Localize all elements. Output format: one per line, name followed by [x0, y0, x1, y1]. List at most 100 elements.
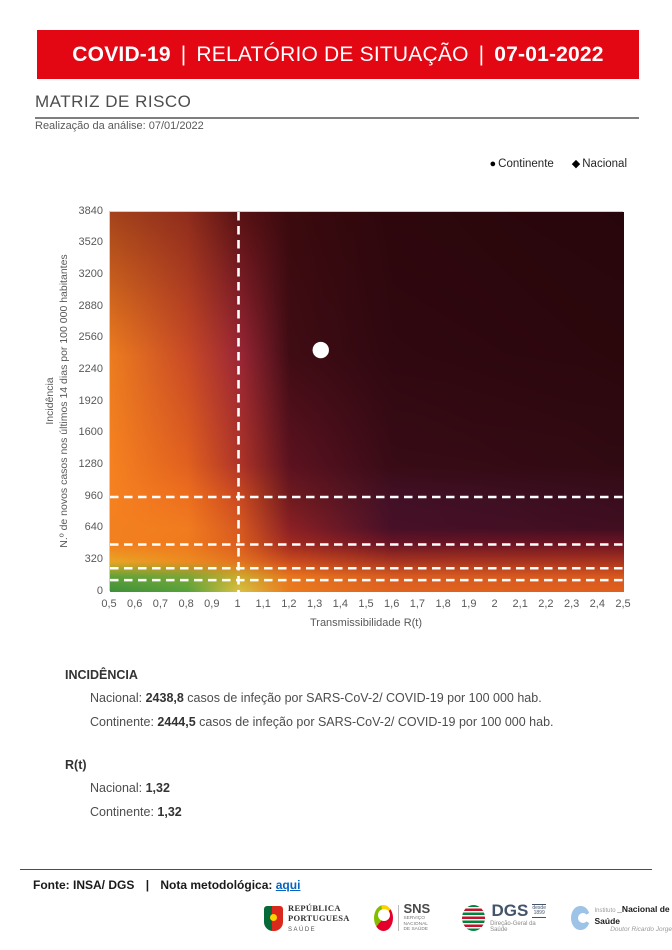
- y-tick-label: 1920: [78, 394, 103, 407]
- y-tick-label: 320: [84, 552, 103, 565]
- dgs-sub: Direção-Geral da Saúde: [490, 921, 536, 933]
- y-tick-label: 3520: [78, 236, 103, 249]
- footer-source: Fonte: INSA/ DGS: [33, 878, 135, 892]
- sns-disc-icon: [373, 905, 393, 931]
- sns-text: SNS SERVIÇO NACIONAL DE SAÚDE: [403, 901, 438, 933]
- x-tick-label: 2,3: [563, 598, 580, 610]
- diamond-marker-icon: ◆: [571, 158, 581, 170]
- footer: Fonte: INSA/ DGS | Nota metodológica: aq…: [33, 878, 300, 892]
- banner-report-name: RELATÓRIO DE SITUAÇÃO: [196, 42, 469, 66]
- dgs-since: desde 1899: [532, 904, 546, 918]
- incidence-nacional-prefix: Nacional:: [90, 691, 146, 705]
- x-tick-label: 2: [491, 598, 498, 610]
- footer-divider: [20, 869, 652, 870]
- logo-dgs: DGS desde 1899 Direção-Geral da Saúde: [462, 901, 547, 933]
- insa-swirl-icon: [571, 906, 590, 930]
- x-tick-label: 2,1: [512, 598, 528, 610]
- y-tick-label: 640: [84, 521, 103, 534]
- incidence-nacional-value: 2438,8: [145, 691, 184, 705]
- dgs-text: DGS desde 1899 Direção-Geral da Saúde: [490, 901, 547, 933]
- rt-nacional-prefix: Nacional:: [90, 781, 146, 795]
- legend-label-continente: Continente: [498, 157, 554, 170]
- republica-portuguesa-text: REPÚBLICA PORTUGUESA SAÚDE: [288, 903, 350, 933]
- y-tick-label: 3200: [78, 267, 103, 280]
- x-tick-label: 1,8: [435, 598, 451, 610]
- logo-republica-portuguesa: REPÚBLICA PORTUGUESA SAÚDE: [264, 903, 350, 933]
- republica-sub: SAÚDE: [288, 927, 317, 933]
- dgs-since-year: 1899: [533, 910, 545, 916]
- page-title: MATRIZ DE RISCO: [35, 92, 639, 119]
- insa-pre: Instituto: [594, 907, 618, 914]
- banner-separator-2: |: [478, 42, 485, 66]
- y-tick-label: 0: [96, 584, 103, 597]
- banner-separator: |: [180, 42, 187, 66]
- analysis-date-label: Realização da análise: 07/01/2022: [35, 120, 204, 132]
- x-tick-label: 1,3: [306, 598, 323, 610]
- banner-date: 07-01-2022: [494, 42, 604, 66]
- x-tick-label: 0,8: [178, 598, 194, 610]
- y-tick-label: 960: [84, 489, 103, 502]
- x-tick-label: 2,2: [538, 598, 554, 610]
- rt-nacional-line: Nacional: 1,32: [90, 781, 170, 795]
- legend-label-nacional: Nacional: [582, 157, 627, 170]
- y-tick-label: 2240: [78, 362, 103, 375]
- rt-continente-line: Continente: 1,32: [90, 805, 182, 819]
- sns-name: SNS: [403, 901, 431, 917]
- dgs-globe-icon: [462, 905, 486, 931]
- incidence-nacional-suffix: casos de infeção por SARS-CoV-2/ COVID-1…: [183, 691, 542, 705]
- report-banner: COVID-19 | RELATÓRIO DE SITUAÇÃO | 07-01…: [37, 30, 639, 79]
- y-tick-label: 1600: [78, 426, 103, 439]
- y-tick-label: 3840: [78, 204, 103, 217]
- x-tick-label: 0,9: [204, 598, 220, 610]
- sns-divider: [397, 905, 399, 931]
- institution-logos: REPÚBLICA PORTUGUESA SAÚDE SNS SERVIÇO N…: [264, 901, 672, 933]
- rt-heading: R(t): [65, 758, 87, 772]
- logo-insa: Instituto _Nacional de Saúde Doutor Rica…: [571, 904, 672, 933]
- x-tick-label: 0,7: [152, 598, 169, 610]
- x-tick-label: 2,5: [615, 598, 631, 610]
- legend-item-continente: ● Continente: [490, 158, 554, 170]
- methodology-note-link[interactable]: aqui: [275, 878, 301, 892]
- x-tick-label: 1,4: [332, 598, 348, 610]
- incidence-nacional-line: Nacional: 2438,8 casos de infeção por SA…: [90, 691, 542, 705]
- incidence-continente-suffix: casos de infeção por SARS-CoV-2/ COVID-1…: [195, 715, 554, 729]
- continente-point-circle: [312, 341, 329, 359]
- rt-continente-prefix: Continente:: [90, 805, 158, 819]
- x-tick-label: 1,5: [358, 598, 374, 610]
- x-tick-label: 1,7: [409, 598, 426, 610]
- dgs-name: DGS: [491, 901, 529, 920]
- incidence-continente-prefix: Continente:: [90, 715, 158, 729]
- x-tick-label: 1,1: [255, 598, 271, 610]
- x-tick-label: 0,6: [127, 598, 143, 610]
- sns-sub-line1: SERVIÇO NACIONAL: [403, 916, 428, 927]
- y-tick-label: 1280: [78, 457, 103, 470]
- republica-line2: PORTUGUESA: [288, 913, 350, 923]
- sns-sub-line2: DE SAÚDE: [403, 927, 428, 933]
- insa-sub: Doutor Ricardo Jorge: [610, 925, 672, 933]
- insa-text: Instituto _Nacional de Saúde Doutor Rica…: [595, 904, 672, 933]
- legend-item-nacional: ◆ Nacional: [571, 157, 627, 171]
- risk-matrix-plot: [109, 211, 624, 592]
- x-tick-label: 2,4: [589, 598, 605, 610]
- chart-legend: ● Continente ◆ Nacional: [490, 157, 628, 171]
- y-tick-label: 2880: [78, 299, 103, 312]
- sns-sub: SERVIÇO NACIONAL DE SAÚDE: [403, 916, 438, 933]
- x-tick-label: 1,2: [281, 598, 297, 610]
- footer-note-label: Nota metodológica:: [160, 878, 273, 892]
- dgs-since-word: desde: [532, 905, 546, 911]
- risk-matrix-heatmap: [110, 212, 624, 592]
- insa-name: _Nacional de Saúde: [594, 903, 670, 926]
- x-axis-title: Transmissibilidade R(t): [309, 617, 423, 629]
- rt-nacional-value: 1,32: [145, 781, 170, 795]
- republica-line1: REPÚBLICA: [288, 903, 341, 913]
- incidence-continente-value: 2444,5: [157, 715, 196, 729]
- x-tick-label: 1,6: [384, 598, 400, 610]
- banner-app-title: COVID-19: [72, 42, 171, 66]
- y-axis-title-line1: Incidência: [44, 377, 56, 425]
- portugal-shield-icon: [264, 905, 283, 931]
- incidence-continente-line: Continente: 2444,5 casos de infeção por …: [90, 715, 554, 729]
- footer-separator: |: [145, 878, 150, 892]
- x-tick-label: 1,9: [461, 598, 477, 610]
- x-tick-label: 1: [234, 598, 241, 610]
- circle-marker-icon: ●: [489, 157, 497, 170]
